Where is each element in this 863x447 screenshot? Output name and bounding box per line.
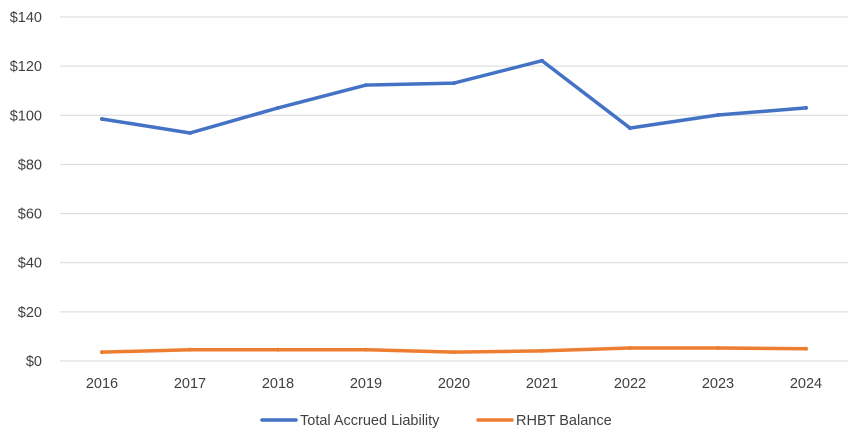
y-tick-label: $40 bbox=[18, 256, 42, 272]
y-tick-label: $60 bbox=[18, 207, 42, 223]
data-point bbox=[628, 345, 632, 350]
data-point bbox=[188, 130, 192, 135]
legend-label: RHBT Balance bbox=[516, 413, 612, 429]
data-point bbox=[540, 348, 544, 353]
x-axis-tick-labels: 2016 2017 2018 2019 2020 2021 2022 2023 2024 bbox=[86, 376, 822, 392]
x-tick-label: 2016 bbox=[86, 376, 118, 392]
x-tick-label: 2023 bbox=[702, 376, 734, 392]
x-tick-label: 2017 bbox=[174, 376, 206, 392]
x-tick-label: 2019 bbox=[350, 376, 382, 392]
data-point bbox=[100, 350, 104, 355]
data-point bbox=[628, 126, 632, 131]
legend-item: RHBT Balance bbox=[476, 413, 612, 429]
y-tick-label: $0 bbox=[26, 354, 42, 370]
y-axis-tick-labels: $0 $20 $40 $60 $80 $100 $120 $140 bbox=[10, 10, 42, 370]
data-point bbox=[804, 346, 808, 351]
data-point bbox=[452, 81, 456, 86]
x-tick-label: 2020 bbox=[438, 376, 470, 392]
data-point bbox=[364, 83, 368, 88]
data-point bbox=[100, 116, 104, 121]
series-1 bbox=[100, 345, 808, 355]
legend-item: Total Accrued Liability bbox=[260, 413, 440, 429]
gridlines bbox=[60, 16, 848, 362]
data-point bbox=[452, 350, 456, 355]
y-tick-label: $20 bbox=[18, 305, 42, 321]
data-point bbox=[188, 347, 192, 352]
y-tick-label: $100 bbox=[10, 108, 42, 124]
data-point bbox=[540, 58, 544, 63]
data-point bbox=[804, 105, 808, 110]
x-tick-label: 2021 bbox=[526, 376, 558, 392]
data-point bbox=[716, 345, 720, 350]
series-lines bbox=[100, 58, 808, 355]
x-tick-label: 2022 bbox=[614, 376, 646, 392]
data-point bbox=[716, 113, 720, 118]
x-tick-label: 2018 bbox=[262, 376, 294, 392]
data-point bbox=[276, 347, 280, 352]
data-point bbox=[276, 105, 280, 110]
x-tick-label: 2024 bbox=[790, 376, 822, 392]
y-tick-label: $140 bbox=[10, 10, 42, 26]
y-tick-label: $80 bbox=[18, 157, 42, 173]
series-0 bbox=[100, 58, 808, 135]
series-line bbox=[100, 58, 808, 135]
legend-label: Total Accrued Liability bbox=[300, 413, 440, 429]
y-tick-label: $120 bbox=[10, 59, 42, 75]
data-point bbox=[364, 347, 368, 352]
legend: Total Accrued Liability RHBT Balance bbox=[260, 413, 612, 429]
